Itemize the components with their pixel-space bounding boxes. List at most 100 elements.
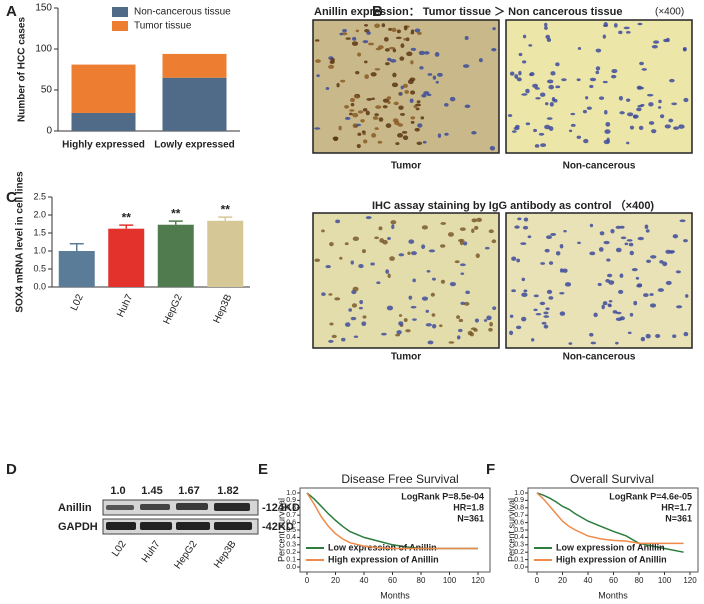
cell bbox=[543, 324, 549, 329]
cell bbox=[314, 258, 321, 263]
cell bbox=[683, 239, 688, 243]
cell bbox=[532, 83, 539, 88]
y-tick-label: 1.0 bbox=[286, 490, 296, 497]
cell bbox=[488, 327, 493, 332]
cell bbox=[550, 233, 557, 236]
cell bbox=[576, 78, 581, 82]
cell bbox=[474, 318, 479, 323]
cell bbox=[338, 125, 342, 131]
cell bbox=[330, 57, 335, 63]
cell bbox=[605, 121, 611, 127]
cell bbox=[570, 112, 576, 116]
cell bbox=[607, 303, 612, 307]
cell bbox=[544, 248, 550, 253]
panel-label: C bbox=[6, 189, 17, 206]
cell bbox=[511, 256, 517, 261]
cell bbox=[328, 64, 335, 69]
cell bbox=[603, 240, 610, 245]
cell bbox=[615, 247, 622, 253]
cell bbox=[577, 46, 582, 50]
x-tick-label: 40 bbox=[584, 576, 593, 585]
cell bbox=[602, 301, 608, 306]
blot-band bbox=[106, 505, 134, 510]
cell bbox=[637, 22, 643, 26]
cell bbox=[507, 114, 513, 117]
cell bbox=[559, 268, 564, 273]
cell bbox=[349, 109, 355, 112]
cell bbox=[410, 116, 416, 120]
cell bbox=[385, 123, 392, 129]
cell bbox=[366, 98, 373, 101]
cell bbox=[619, 225, 625, 229]
cell bbox=[392, 48, 397, 53]
cell bbox=[649, 293, 654, 296]
cell bbox=[522, 34, 527, 39]
cell bbox=[664, 124, 671, 129]
blot-band bbox=[214, 522, 252, 530]
cell bbox=[402, 135, 409, 141]
cell bbox=[421, 93, 427, 98]
cell bbox=[321, 229, 325, 233]
cell bbox=[620, 236, 627, 240]
cell bbox=[425, 323, 432, 327]
y-tick-label: 0.5 bbox=[286, 527, 296, 534]
cell bbox=[421, 296, 429, 301]
cell bbox=[361, 321, 367, 327]
cell bbox=[426, 93, 432, 97]
cell bbox=[491, 47, 497, 52]
cell bbox=[562, 268, 568, 273]
cell bbox=[378, 117, 384, 122]
cell bbox=[523, 289, 528, 293]
y-axis-label: Percent survival bbox=[506, 498, 516, 562]
cell bbox=[458, 318, 464, 323]
bar-segment bbox=[162, 53, 227, 78]
cell bbox=[391, 224, 395, 230]
cell bbox=[646, 259, 652, 264]
cell bbox=[602, 80, 608, 84]
cell bbox=[390, 220, 397, 225]
cell bbox=[597, 282, 602, 286]
cell bbox=[350, 316, 357, 321]
cell bbox=[603, 139, 610, 145]
cell bbox=[601, 304, 605, 310]
x-tick-label: 40 bbox=[360, 576, 369, 585]
significance: ** bbox=[221, 202, 231, 216]
cell bbox=[410, 90, 416, 95]
cell bbox=[444, 132, 449, 136]
cell bbox=[610, 228, 615, 234]
cell bbox=[390, 58, 397, 63]
cell bbox=[679, 219, 686, 223]
cell bbox=[361, 130, 366, 134]
cell bbox=[396, 29, 401, 34]
y-axis-label: SOX4 mRNA level in cell lines bbox=[15, 171, 26, 313]
cell bbox=[518, 70, 522, 76]
blot-row-label: Anillin bbox=[58, 502, 92, 514]
cell bbox=[361, 249, 366, 254]
cell bbox=[546, 289, 553, 295]
cell bbox=[603, 24, 609, 28]
cell bbox=[629, 250, 634, 256]
cell bbox=[511, 130, 517, 133]
x-tick-label: 0 bbox=[535, 576, 540, 585]
cell bbox=[669, 78, 675, 83]
cell bbox=[447, 232, 454, 237]
cell bbox=[412, 278, 416, 283]
cell bbox=[415, 103, 422, 107]
cell bbox=[672, 334, 677, 339]
cell bbox=[520, 242, 527, 246]
cell bbox=[649, 303, 657, 308]
cell bbox=[514, 74, 519, 79]
cell bbox=[492, 306, 497, 311]
cell bbox=[618, 30, 623, 35]
cell bbox=[410, 120, 415, 124]
x-tick-label: 60 bbox=[388, 576, 397, 585]
cell bbox=[682, 47, 687, 52]
cell bbox=[398, 253, 405, 257]
cell bbox=[548, 261, 554, 265]
y-tick-label: 0.6 bbox=[514, 519, 524, 526]
cell bbox=[448, 341, 455, 344]
cell bbox=[632, 114, 639, 119]
cell bbox=[376, 281, 381, 285]
cell bbox=[589, 77, 597, 82]
cell bbox=[460, 301, 466, 305]
